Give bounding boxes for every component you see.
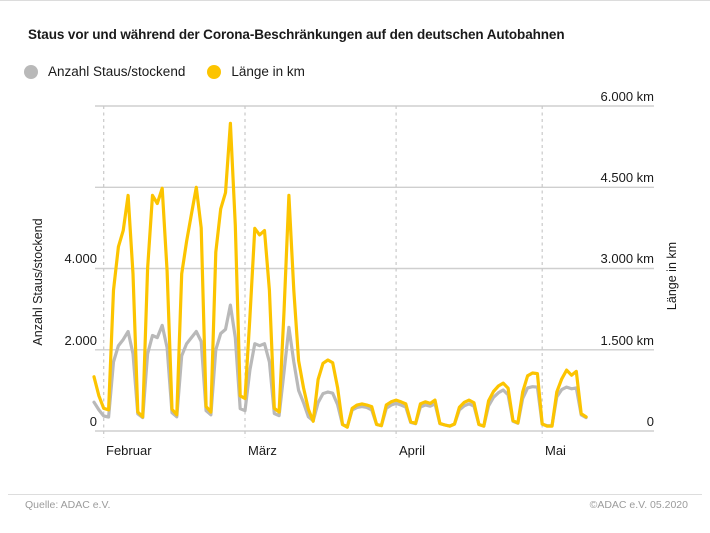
footer-source: Quelle: ADAC e.V. bbox=[25, 499, 111, 511]
right-axis-tick-0: 0 bbox=[646, 414, 654, 429]
anzahl-legend-dot-icon bbox=[24, 64, 38, 79]
top-border bbox=[0, 0, 710, 1]
right-axis-tick-3000: 3.000 km bbox=[600, 251, 654, 266]
right-axis-tick-1500: 1.500 km bbox=[600, 333, 654, 348]
right-axis-tick-6000: 6.000 km bbox=[600, 89, 654, 104]
x-axis-label-mai: Mai bbox=[545, 443, 566, 458]
footer-copyright: ©ADAC e.V. 05.2020 bbox=[589, 499, 688, 511]
laenge-legend-dot-icon bbox=[207, 64, 222, 79]
laenge-legend-label: Länge in km bbox=[231, 64, 305, 79]
right-axis-tick-4500: 4.500 km bbox=[600, 170, 654, 185]
left-axis-tick-0: 0 bbox=[89, 414, 97, 429]
left-axis-title: Anzahl Staus/stockend bbox=[31, 218, 45, 346]
x-axis-label-februar: Februar bbox=[106, 443, 152, 458]
x-axis-label-april: April bbox=[399, 443, 426, 458]
laenge-line bbox=[92, 121, 588, 429]
legend: Anzahl Staus/stockend Länge in km bbox=[24, 64, 327, 79]
footer-divider bbox=[8, 494, 702, 495]
right-axis-title: Länge in km bbox=[665, 241, 679, 311]
chart-title: Staus vor und während der Corona-Beschrä… bbox=[28, 27, 565, 42]
x-axis-label-maerz: März bbox=[248, 443, 277, 458]
legend-item-anzahl: Anzahl Staus/stockend bbox=[24, 64, 185, 79]
legend-item-laenge: Länge in km bbox=[207, 64, 305, 79]
left-axis-tick-2000: 2.000 bbox=[64, 333, 97, 348]
anzahl-legend-label: Anzahl Staus/stockend bbox=[48, 64, 186, 79]
left-axis-tick-4000: 4.000 bbox=[64, 251, 97, 266]
